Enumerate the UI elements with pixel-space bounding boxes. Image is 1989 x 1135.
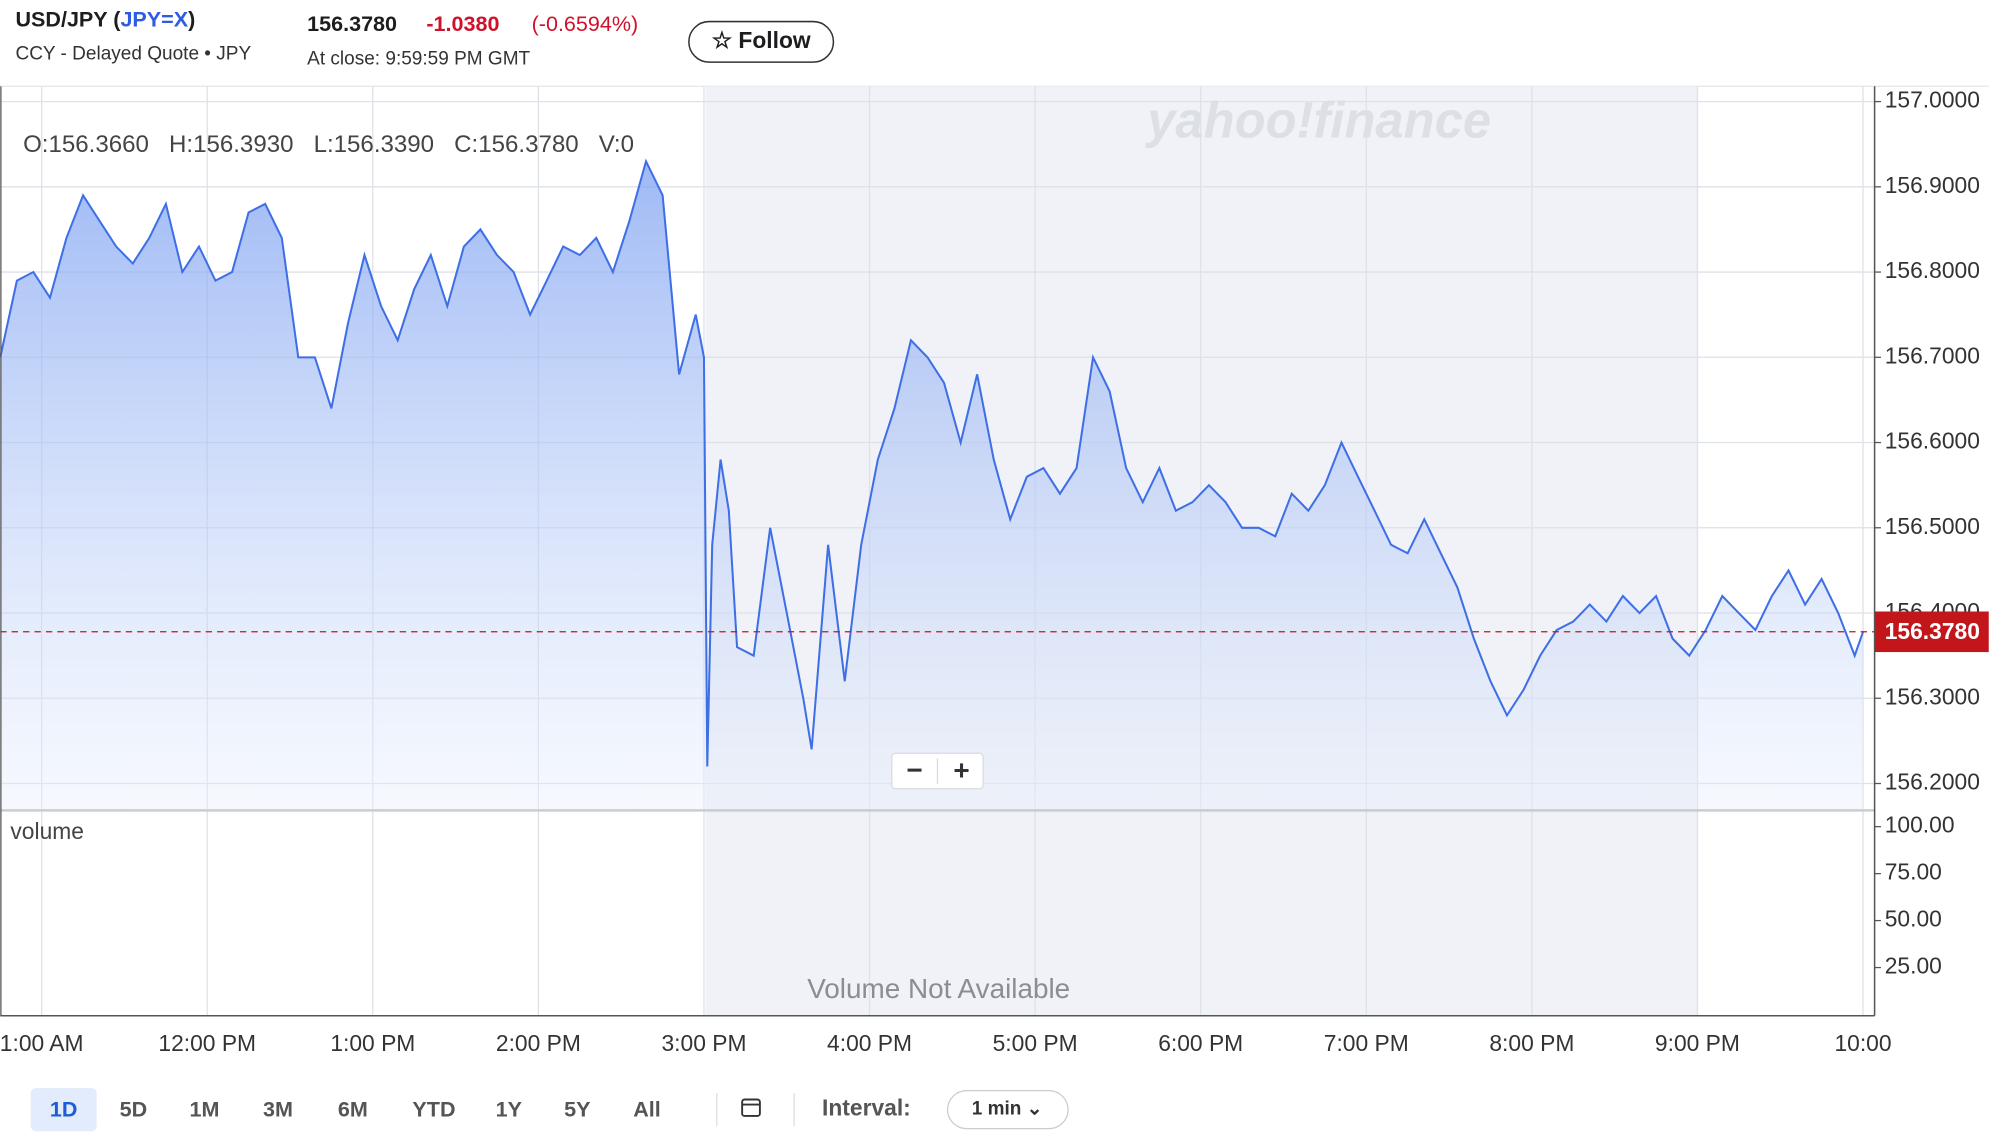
price-line [0, 158, 1865, 767]
x-tick-label: 4:00 PM [827, 1030, 912, 1056]
last-price-badge [1874, 611, 1989, 653]
price-area [0, 161, 1864, 810]
subtitle: CCY - Delayed Quote • JPY [15, 44, 251, 65]
calendar-button[interactable] [741, 1098, 761, 1117]
range-selected-bg[interactable] [30, 1088, 97, 1132]
symbol: USD/JPY (JPY=X) [15, 6, 195, 31]
x-tick-label: 6:00 PM [1158, 1030, 1243, 1056]
range-button[interactable]: 1Y [496, 1097, 523, 1122]
range-button[interactable]: All [633, 1097, 661, 1122]
x-tick-label: 7:00 PM [1324, 1030, 1409, 1056]
range-button[interactable]: 5D [120, 1097, 148, 1122]
change: -1.0380 [426, 11, 499, 36]
range-button[interactable]: 3M [263, 1097, 293, 1122]
change-percent: (-0.6594%) [532, 11, 639, 36]
plot: 1:00 AM 12:00 PM 1:00 PM 2:00 PM 3:00 PM 4:00… [0, 86, 1989, 1056]
follow-button[interactable]: ☆ Follow [688, 20, 835, 63]
symbol-close: ) [188, 6, 195, 31]
ohlc-readout: O:156.3660 H:156.3930 L:156.3390 C:156.3… [23, 131, 634, 158]
close-time: At close: 9:59:59 PM GMT [307, 49, 530, 70]
x-tick-label: 10:00 [1834, 1030, 1891, 1056]
range-button[interactable]: 6M [338, 1097, 368, 1122]
interval-label: Interval: [822, 1095, 911, 1121]
range-button[interactable]: YTD [412, 1097, 455, 1122]
x-tick-label: 9:00 PM [1655, 1030, 1740, 1056]
y-tick-label: 156.8000 [1885, 257, 1980, 283]
range-button[interactable]: 1D [50, 1097, 78, 1122]
zoom-out[interactable]: − [906, 755, 922, 786]
volume-tick-label: 50.00 [1885, 906, 1942, 932]
zoom-in[interactable]: + [953, 755, 969, 786]
follow-label[interactable]: ☆ Follow [712, 27, 811, 53]
symbol-name: USD/JPY ( [15, 6, 121, 31]
watermark: yahoo!finance [1144, 92, 1491, 149]
last-price-label: 156.3780 [1885, 618, 1980, 644]
range-button[interactable]: 1M [189, 1097, 219, 1122]
volume-tick-label: 100.00 [1885, 812, 1955, 838]
x-tick-label: 5:00 PM [993, 1030, 1078, 1056]
y-tick-label: 156.9000 [1885, 172, 1980, 198]
x-tick-label: 8:00 PM [1489, 1030, 1574, 1056]
x-tick-label: 1:00 AM [0, 1030, 84, 1056]
volume-message: Volume Not Available [807, 973, 1070, 1004]
volume-tick-label: 25.00 [1885, 953, 1942, 979]
x-tick-label: 3:00 PM [661, 1030, 746, 1056]
x-tick-label: 1:00 PM [330, 1030, 415, 1056]
x-tick-label: 2:00 PM [496, 1030, 581, 1056]
x-tick-label: 12:00 PM [158, 1030, 256, 1056]
y-tick-label: 156.3000 [1885, 683, 1980, 709]
volume-label: volume [10, 818, 84, 844]
y-tick-label: 156.2000 [1885, 769, 1980, 795]
volume-tick-label: 75.00 [1885, 859, 1942, 885]
ticker: JPY=X [120, 6, 188, 31]
range-button[interactable]: 5Y [564, 1097, 591, 1122]
interval-dropdown[interactable]: 1 min ⌄ [946, 1089, 1069, 1130]
toolbar: Interval: 1 min ⌄ 1D 5D 1M 3M 6M YTD 1Y 5Y All [30, 1088, 1069, 1132]
follow-button-bg[interactable] [688, 20, 835, 63]
interval-value[interactable]: 1 min ⌄ [972, 1099, 1043, 1120]
y-tick-label: 157.0000 [1885, 87, 1980, 113]
calendar-icon[interactable] [741, 1098, 761, 1117]
y-tick-label: 156.5000 [1885, 513, 1980, 539]
y-tick-label: 156.7000 [1885, 342, 1980, 368]
interval-bg[interactable] [946, 1089, 1069, 1130]
zoom-control[interactable]: − + [891, 752, 984, 790]
price: 156.3780 [307, 11, 397, 36]
y-tick-label: 156.6000 [1885, 428, 1980, 454]
